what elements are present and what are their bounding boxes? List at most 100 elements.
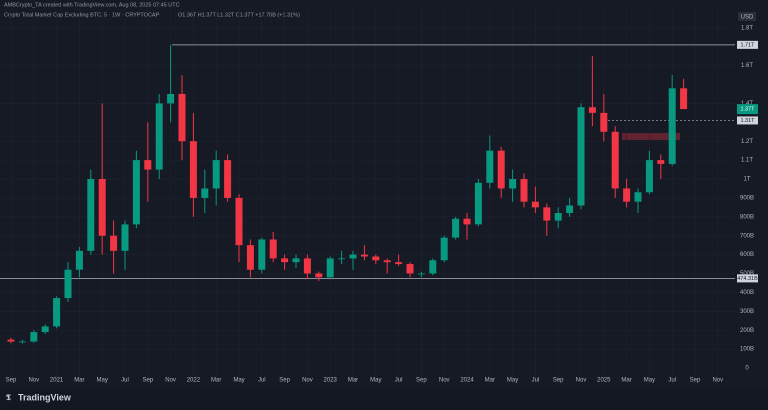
candle-body <box>178 93 186 142</box>
y-tick-label: 100B <box>740 347 754 353</box>
candle-body <box>497 150 505 189</box>
candle-body <box>110 235 118 251</box>
candle-body <box>41 326 49 333</box>
logo-icon: 𝕿 <box>6 393 11 402</box>
x-tick-label: Mar <box>485 378 495 384</box>
y-tick-label: 900B <box>740 195 754 201</box>
y-tick-label: 300B <box>740 309 754 315</box>
candle-body <box>144 160 152 170</box>
credit: AMBCrypto_TA created with TradingView.co… <box>4 2 180 8</box>
level-label: 1.71T <box>740 42 755 48</box>
candle-body <box>292 258 300 263</box>
candle-body <box>360 254 368 257</box>
candle-body <box>189 141 197 198</box>
candle-body <box>53 298 61 327</box>
candle-body <box>657 160 665 164</box>
x-tick-label: Jul <box>121 378 129 384</box>
x-tick-label: Nov <box>165 378 176 384</box>
x-tick-label: Sep <box>142 378 153 384</box>
candle-body <box>474 182 482 225</box>
candle-body <box>509 179 517 189</box>
candle-body <box>64 269 72 299</box>
candle-body <box>372 256 380 261</box>
x-tick-label: Jul <box>668 378 676 384</box>
currency: USD <box>741 15 754 21</box>
x-tick-label: Jul <box>258 378 266 384</box>
x-tick-label: May <box>97 378 108 384</box>
x-tick-label: Sep <box>553 378 564 384</box>
x-tick-label: Sep <box>6 378 17 384</box>
x-tick-label: 2021 <box>50 378 64 384</box>
candle-body <box>634 192 642 202</box>
level-label-box <box>737 40 758 49</box>
x-tick-label: 2025 <box>597 378 611 384</box>
y-tick-label: 800B <box>740 214 754 220</box>
candle-body <box>383 260 391 263</box>
candle-body <box>7 339 15 342</box>
x-tick-label: Mar <box>348 378 358 384</box>
candle-body <box>417 273 425 275</box>
candle-body <box>486 150 494 183</box>
level-label: 474.31B <box>737 276 758 282</box>
y-tick-label: 1T <box>743 177 750 183</box>
candle-body <box>132 160 140 225</box>
candle-body <box>315 273 323 278</box>
candle-body <box>668 88 676 164</box>
candle-body <box>554 213 562 221</box>
x-tick-label: 2024 <box>460 378 474 384</box>
y-tick-label: 1.2T <box>741 139 753 145</box>
x-tick-label: Jul <box>395 378 403 384</box>
candle-body <box>235 197 243 246</box>
y-tick-label: 1.1T <box>741 158 753 164</box>
last-price-box <box>737 104 758 115</box>
candle-body <box>75 250 83 270</box>
candle-body <box>338 258 346 260</box>
candle-body <box>349 254 357 259</box>
candle-body <box>258 239 266 270</box>
y-tick-label: 1.4T <box>741 101 753 107</box>
x-tick-label: Nov <box>576 378 587 384</box>
x-tick-label: May <box>507 378 518 384</box>
x-tick-label: Sep <box>416 378 427 384</box>
candle-body <box>212 160 220 189</box>
currency-box <box>738 12 756 21</box>
y-tick-label: 500B <box>740 271 754 277</box>
supply-zone <box>622 133 680 140</box>
candle-body <box>246 245 254 270</box>
candle-body <box>18 341 26 343</box>
y-tick-label: 400B <box>740 290 754 296</box>
candle-body <box>623 188 631 202</box>
x-tick-label: Mar <box>621 378 631 384</box>
candle-body <box>269 239 277 259</box>
candle-body <box>531 201 539 208</box>
candle-body <box>452 218 460 238</box>
y-tick-label: 1.8T <box>741 25 753 31</box>
candle-body <box>577 107 585 206</box>
candle-body <box>600 112 608 132</box>
candle-body <box>429 260 437 274</box>
candle-body <box>326 258 334 278</box>
x-tick-label: Nov <box>439 378 450 384</box>
candle-body <box>680 88 688 110</box>
x-tick-label: May <box>644 378 655 384</box>
x-tick-label: Nov <box>28 378 39 384</box>
x-tick-label: Sep <box>279 378 290 384</box>
x-tick-label: Sep <box>690 378 701 384</box>
symbol: Crypto Total Market Cap Excluding BTC, 5… <box>4 12 160 18</box>
x-tick-label: May <box>370 378 381 384</box>
level-label-box <box>737 274 758 283</box>
candle-body <box>543 207 551 221</box>
last-price-label: 1.37T <box>740 107 755 113</box>
x-tick-label: Jul <box>532 378 540 384</box>
candle-body <box>121 224 129 251</box>
candle-body <box>87 179 95 251</box>
candle-body <box>30 332 38 342</box>
x-tick-label: 2022 <box>187 378 201 384</box>
candle-body <box>645 160 653 193</box>
x-tick-label: 2023 <box>324 378 338 384</box>
candle-body <box>520 179 528 202</box>
candle-body <box>155 103 163 170</box>
level-label: 1.31T <box>740 118 755 124</box>
